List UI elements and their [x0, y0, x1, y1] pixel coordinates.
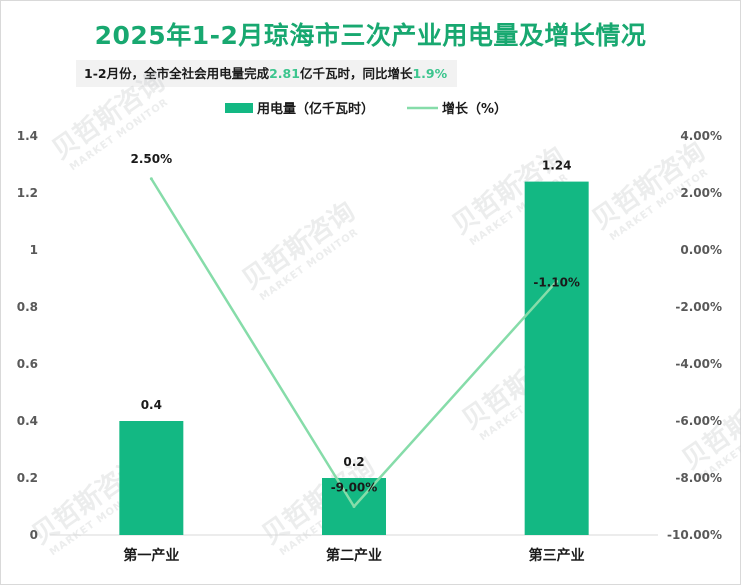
right-tick-label: -10.00% — [667, 528, 722, 542]
right-axis: -10.00% -8.00% -6.00% -4.00% -2.00% 0.00% 2.00… — [667, 129, 722, 542]
summary-value: 2.81 — [269, 66, 300, 81]
line-point — [555, 279, 559, 283]
line-data-label: -1.10% — [533, 275, 580, 289]
summary-mid: 亿千瓦时，同比增长 — [299, 66, 413, 81]
right-tick-label: -6.00% — [675, 414, 722, 428]
left-tick-label: 0.4 — [17, 414, 38, 428]
left-tick-label: 0.6 — [17, 357, 38, 371]
line-data-labels: 2.50% -9.00% -1.10% — [131, 152, 580, 495]
left-tick-label: 0.8 — [17, 300, 38, 314]
left-axis: 0 0.2 0.4 0.6 0.8 1 1.2 1.4 — [17, 129, 38, 542]
category-label: 第一产业 — [123, 547, 179, 564]
line-series — [149, 177, 559, 508]
legend: 用电量（亿千瓦时） 增长（%） — [225, 101, 507, 117]
line-point — [352, 505, 356, 508]
legend-bar-label: 用电量（亿千瓦时） — [256, 101, 374, 117]
bar-data-label: 0.2 — [343, 455, 364, 469]
left-tick-label: 0.2 — [17, 471, 38, 485]
chart-title: 2025年1-2月琼海市三次产业用电量及增长情况 — [94, 21, 647, 50]
left-tick-label: 1.4 — [17, 129, 38, 143]
bar-data-label: 1.24 — [542, 159, 572, 173]
summary-note: 1-2月份，全市全社会用电量完成2.81亿千瓦时，同比增长1.9% — [76, 60, 458, 87]
summary-growth: 1.9% — [412, 66, 448, 81]
left-tick-label: 0 — [30, 528, 38, 542]
bar — [119, 421, 184, 535]
bar-data-labels: 0.4 0.2 1.24 — [141, 159, 572, 469]
right-tick-label: 0.00% — [680, 243, 722, 257]
line-data-label: -9.00% — [331, 481, 378, 495]
right-tick-label: -2.00% — [675, 300, 722, 314]
right-tick-label: 2.00% — [680, 186, 722, 200]
line-point — [149, 177, 153, 181]
category-label: 第二产业 — [326, 547, 382, 564]
summary-prefix: 1-2月份，全市全社会用电量完成 — [84, 66, 270, 81]
category-axis: 第一产业 第二产业 第三产业 — [123, 547, 584, 564]
legend-line-label: 增长（%） — [442, 101, 507, 117]
right-tick-label: -4.00% — [675, 357, 722, 371]
line-data-label: 2.50% — [131, 152, 173, 166]
legend-bar-swatch — [225, 103, 253, 113]
bar-data-label: 0.4 — [141, 398, 162, 412]
bar-series — [119, 181, 589, 535]
bar — [524, 181, 589, 535]
category-label: 第三产业 — [529, 547, 585, 564]
left-tick-label: 1 — [30, 243, 38, 257]
left-tick-label: 1.2 — [17, 186, 38, 200]
right-tick-label: -8.00% — [675, 471, 722, 485]
right-tick-label: 4.00% — [680, 129, 722, 143]
